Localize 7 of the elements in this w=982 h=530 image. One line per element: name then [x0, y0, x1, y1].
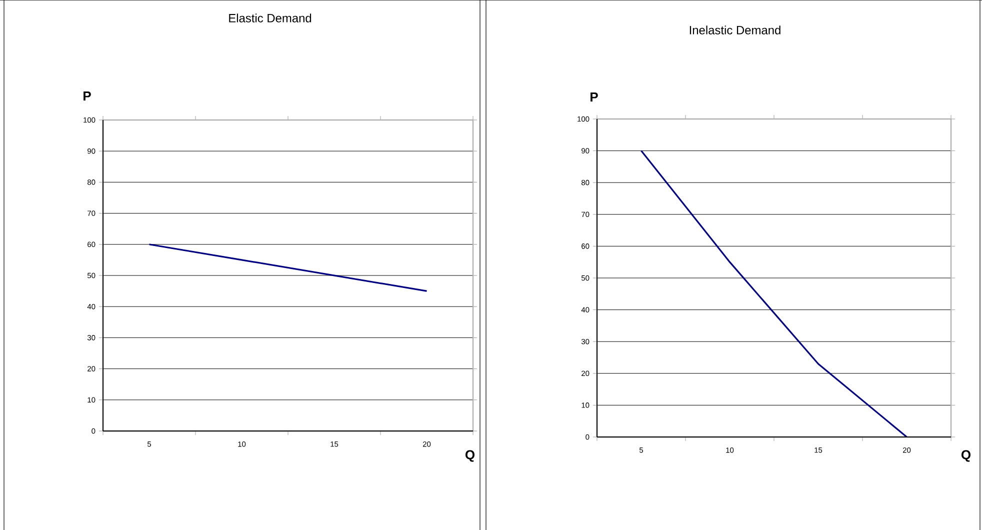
line-series — [640, 150, 908, 438]
chart-title: Inelastic Demand — [690, 26, 780, 34]
x-axis-title: Q — [961, 450, 970, 462]
y-axis-title: P — [590, 92, 598, 102]
y-axis-title: P — [84, 92, 91, 100]
x-axis-title: Q — [466, 450, 474, 462]
chart-title: Elastic Demand — [229, 14, 312, 22]
